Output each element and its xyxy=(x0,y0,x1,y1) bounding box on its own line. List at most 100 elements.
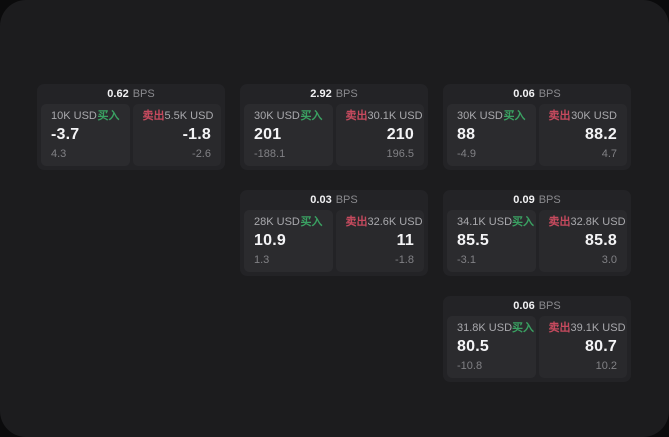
sell-amount: 30.1K USD xyxy=(367,110,423,122)
card-header: 0.03 BPS xyxy=(244,190,424,210)
sell-tag: 卖出 xyxy=(345,110,368,122)
buy-panel-top: 10K USD 买入 xyxy=(51,111,120,122)
sell-sub-value: 4.7 xyxy=(601,148,617,160)
quote-panels: 34.1K USD 买入 85.5 -3.1 卖出 32.8K USD 85.8… xyxy=(447,210,627,272)
sell-panel-top: 卖出 30K USD xyxy=(549,111,618,122)
sell-panel-top: 卖出 5.5K USD xyxy=(142,110,214,122)
buy-price: 80.5 xyxy=(457,338,489,355)
sell-price: 11 xyxy=(396,232,414,249)
buy-tag: 买入 xyxy=(97,110,120,122)
buy-panel[interactable]: 34.1K USD 买入 85.5 -3.1 xyxy=(447,210,536,272)
bps-unit: BPS xyxy=(538,87,561,100)
buy-tag: 买入 xyxy=(503,110,526,122)
quote-card: 0.06 BPS 30K USD 买入 88 -4.9 卖出 30K USD xyxy=(443,84,631,170)
buy-tag: 买入 xyxy=(512,322,535,334)
buy-tag: 买入 xyxy=(300,216,323,228)
buy-tag: 买入 xyxy=(300,110,323,122)
bps-value: 0.06 xyxy=(513,299,535,312)
sell-price: -1.8 xyxy=(182,126,211,143)
buy-sub-value: 1.3 xyxy=(254,254,270,266)
buy-panel-top: 31.8K USD 买入 xyxy=(457,322,534,334)
bps-unit: BPS xyxy=(132,87,155,100)
buy-amount: 31.8K USD xyxy=(457,322,513,334)
buy-amount: 30K USD xyxy=(457,110,503,122)
card-header: 0.06 BPS xyxy=(447,296,627,316)
sell-panel-top: 卖出 39.1K USD xyxy=(548,322,626,334)
bps-value: 2.92 xyxy=(310,87,332,100)
bps-unit: BPS xyxy=(335,87,358,100)
buy-amount: 10K USD xyxy=(51,110,97,122)
sell-panel[interactable]: 卖出 32.6K USD 11 -1.8 xyxy=(335,210,424,272)
buy-price: 88 xyxy=(457,126,476,143)
sell-sub-value: 196.5 xyxy=(386,148,414,160)
sell-sub-value: -2.6 xyxy=(192,148,211,160)
buy-panel[interactable]: 10K USD 买入 -3.7 4.3 xyxy=(41,104,130,166)
sell-sub-value: -1.8 xyxy=(395,254,414,266)
card-header: 0.06 BPS xyxy=(447,84,627,104)
buy-sub-value: -3.1 xyxy=(457,254,476,266)
buy-amount: 30K USD xyxy=(254,110,300,122)
sell-panel[interactable]: 卖出 30.1K USD 210 196.5 xyxy=(335,104,424,166)
buy-amount: 28K USD xyxy=(254,216,300,228)
buy-panel[interactable]: 30K USD 买入 88 -4.9 xyxy=(447,104,536,166)
quote-card: 0.09 BPS 34.1K USD 买入 85.5 -3.1 卖出 32.8K… xyxy=(443,190,631,276)
buy-sub-value: -4.9 xyxy=(457,148,476,160)
quote-panels: 10K USD 买入 -3.7 4.3 卖出 5.5K USD -1.8 -2.… xyxy=(41,104,221,166)
sell-tag: 卖出 xyxy=(345,216,368,228)
sell-panel-top: 卖出 30.1K USD xyxy=(345,110,423,122)
sell-panel-top: 卖出 32.8K USD xyxy=(548,216,626,228)
quote-panels: 30K USD 买入 88 -4.9 卖出 30K USD 88.2 4.7 xyxy=(447,104,627,166)
buy-sub-value: -188.1 xyxy=(254,148,286,160)
buy-panel[interactable]: 28K USD 买入 10.9 1.3 xyxy=(244,210,333,272)
buy-panel[interactable]: 31.8K USD 买入 80.5 -10.8 xyxy=(447,316,536,378)
bps-unit: BPS xyxy=(538,299,561,312)
quote-card: 0.03 BPS 28K USD 买入 10.9 1.3 卖出 32.6K US… xyxy=(240,190,428,276)
sell-price: 85.8 xyxy=(585,232,617,249)
quote-card: 2.92 BPS 30K USD 买入 201 -188.1 卖出 30.1K … xyxy=(240,84,428,170)
bps-unit: BPS xyxy=(538,193,561,206)
sell-sub-value: 3.0 xyxy=(601,254,617,266)
buy-sub-value: 4.3 xyxy=(51,148,67,160)
sell-amount: 39.1K USD xyxy=(570,322,626,334)
sell-amount: 32.8K USD xyxy=(570,216,626,228)
quote-card: 0.62 BPS 10K USD 买入 -3.7 4.3 卖出 5.5K USD xyxy=(37,84,225,170)
buy-price: -3.7 xyxy=(51,126,80,143)
quote-panels: 31.8K USD 买入 80.5 -10.8 卖出 39.1K USD 80.… xyxy=(447,316,627,378)
sell-panel[interactable]: 卖出 32.8K USD 85.8 3.0 xyxy=(538,210,627,272)
sell-tag: 卖出 xyxy=(142,110,165,122)
buy-panel[interactable]: 30K USD 买入 201 -188.1 xyxy=(244,104,333,166)
sell-tag: 卖出 xyxy=(548,216,571,228)
buy-amount: 34.1K USD xyxy=(457,216,513,228)
sell-price: 80.7 xyxy=(585,338,617,355)
sell-amount: 32.6K USD xyxy=(367,216,423,228)
quote-card-grid: 0.62 BPS 10K USD 买入 -3.7 4.3 卖出 5.5K USD xyxy=(37,84,631,382)
sell-amount: 5.5K USD xyxy=(164,110,214,122)
buy-price: 85.5 xyxy=(457,232,489,249)
sell-tag: 卖出 xyxy=(548,322,571,334)
buy-panel-top: 30K USD 买入 xyxy=(254,111,323,122)
sell-panel[interactable]: 卖出 30K USD 88.2 4.7 xyxy=(538,104,627,166)
card-header: 2.92 BPS xyxy=(244,84,424,104)
sell-panel[interactable]: 卖出 39.1K USD 80.7 10.2 xyxy=(538,316,627,378)
sell-sub-value: 10.2 xyxy=(595,360,617,372)
bps-unit: BPS xyxy=(335,193,358,206)
bps-value: 0.09 xyxy=(513,193,535,206)
bps-value: 0.06 xyxy=(513,87,535,100)
buy-price: 10.9 xyxy=(254,232,286,249)
buy-tag: 买入 xyxy=(512,216,535,228)
quote-panels: 30K USD 买入 201 -188.1 卖出 30.1K USD 210 1… xyxy=(244,104,424,166)
sell-panel[interactable]: 卖出 5.5K USD -1.8 -2.6 xyxy=(132,104,221,166)
bps-value: 0.62 xyxy=(107,87,129,100)
card-header: 0.09 BPS xyxy=(447,190,627,210)
quote-card: 0.06 BPS 31.8K USD 买入 80.5 -10.8 卖出 39.1… xyxy=(443,296,631,382)
sell-amount: 30K USD xyxy=(571,110,617,122)
buy-panel-top: 28K USD 买入 xyxy=(254,217,323,228)
buy-sub-value: -10.8 xyxy=(457,360,483,372)
quote-panels: 28K USD 买入 10.9 1.3 卖出 32.6K USD 11 -1.8 xyxy=(244,210,424,272)
sell-price: 210 xyxy=(386,126,414,143)
bps-value: 0.03 xyxy=(310,193,332,206)
sell-tag: 卖出 xyxy=(548,110,571,122)
buy-panel-top: 30K USD 买入 xyxy=(457,111,526,122)
buy-price: 201 xyxy=(254,126,282,143)
